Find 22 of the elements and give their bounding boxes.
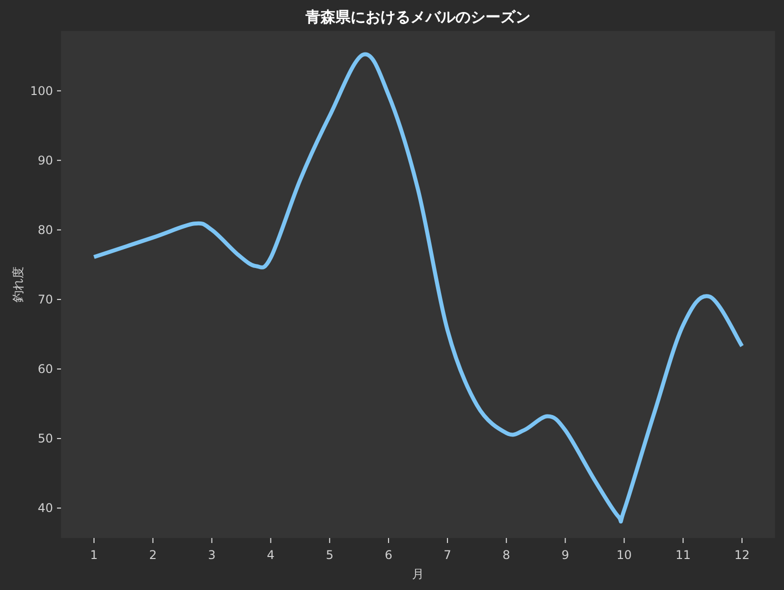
y-axis-title: 釣れ度 <box>11 266 25 302</box>
x-tick-label: 7 <box>444 548 452 562</box>
chart-title: 青森県におけるメバルのシーズン <box>304 8 530 26</box>
x-tick-label: 11 <box>675 548 691 562</box>
y-tick-label: 40 <box>38 501 53 516</box>
x-tick-label: 3 <box>208 548 216 562</box>
x-tick-label: 12 <box>734 548 750 562</box>
y-tick-label: 90 <box>38 153 53 168</box>
x-tick-label: 6 <box>384 548 392 562</box>
y-tick-label: 60 <box>38 362 53 376</box>
x-tick-label: 9 <box>561 548 570 562</box>
x-tick-label: 5 <box>326 548 334 562</box>
x-axis-title: 月 <box>412 567 424 581</box>
x-tick-label: 10 <box>616 548 632 562</box>
y-tick-label: 50 <box>38 432 53 446</box>
y-tick-label: 70 <box>38 292 53 306</box>
x-tick-label: 1 <box>90 548 98 562</box>
x-tick-label: 8 <box>502 548 510 562</box>
x-tick-label: 4 <box>266 548 275 562</box>
y-tick-label: 80 <box>38 222 53 237</box>
y-tick-label: 100 <box>30 84 53 98</box>
x-tick-label: 2 <box>149 548 157 562</box>
